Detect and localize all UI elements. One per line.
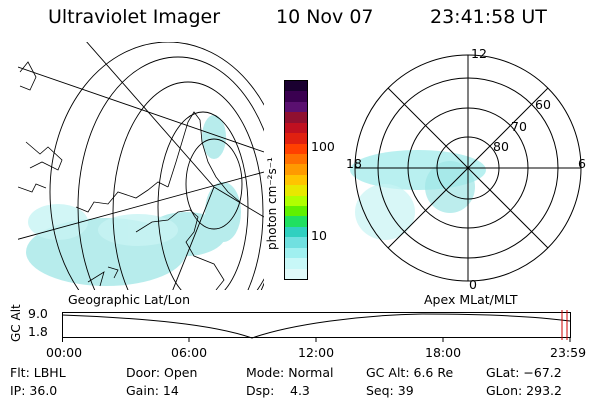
colorbar-band [285, 185, 307, 196]
time-label: 23:41:58 UT [430, 6, 547, 28]
geographic-map [18, 42, 264, 290]
magnetic-polar-panel [340, 42, 600, 292]
status-mode: Mode: Normal [246, 365, 334, 380]
lat-label-70: 70 [511, 119, 527, 134]
altitude-xtick-0000: 00:00 [46, 345, 83, 360]
status-gain: Gain: 14 [126, 383, 179, 398]
status-gcalt: GC Alt: 6.6 Re [366, 365, 454, 380]
status-dsp-label: Dsp: [246, 383, 275, 398]
colorbar-band [285, 112, 307, 123]
altitude-ytick-9: 9.0 [28, 306, 48, 321]
lat-label-80: 80 [493, 139, 509, 154]
colorbar-band [285, 206, 307, 217]
colorbar-band [285, 81, 307, 92]
mlt-label-12: 12 [471, 46, 487, 61]
polar-plot [350, 54, 582, 282]
colorbar-band [285, 216, 307, 227]
mlt-label-6: 6 [578, 156, 586, 171]
colorbar-band [285, 153, 307, 165]
colorbar-band [285, 164, 307, 175]
colorbar-gradient [284, 80, 308, 280]
colorbar-tick-10: 10 [311, 228, 327, 243]
altitude-xtick-1200: 12:00 [298, 345, 335, 360]
instrument-title: Ultraviolet Imager [48, 6, 221, 28]
altitude-xtick-2359: 23:59 [550, 345, 587, 360]
colorbar-band [285, 133, 307, 144]
colorbar-band [285, 258, 307, 269]
mlt-label-18: 18 [346, 156, 362, 171]
colorbar-band [285, 268, 307, 280]
altitude-ylabel: GC Alt [9, 304, 23, 342]
lat-label-60: 60 [535, 97, 551, 112]
colorbar-band [285, 237, 307, 248]
colorbar-band [285, 143, 307, 154]
status-glon: GLon: 293.2 [486, 383, 562, 398]
status-ip: IP: 36.0 [10, 383, 58, 398]
altitude-ytick-1.8: 1.8 [28, 324, 48, 339]
geographic-map-panel [18, 42, 264, 290]
colorbar-band [285, 195, 307, 207]
altitude-xtick-0600: 06:00 [171, 345, 208, 360]
colorbar [284, 80, 308, 280]
colorbar-band [285, 174, 307, 186]
altitude-xtick-1800: 18:00 [425, 345, 462, 360]
right-map-caption: Apex MLat/MLT [424, 292, 518, 307]
colorbar-band [285, 247, 307, 259]
colorbar-unit-label: photon cm⁻²s⁻¹ [265, 157, 279, 250]
date-label: 10 Nov 07 [276, 6, 374, 28]
status-glat: GLat: −67.2 [486, 365, 562, 380]
colorbar-band [285, 91, 307, 102]
colorbar-band [285, 226, 307, 238]
left-map-caption: Geographic Lat/Lon [68, 292, 190, 307]
status-door: Door: Open [126, 365, 198, 380]
colorbar-tick-100: 100 [311, 139, 335, 154]
status-dsp-value: 4.3 [290, 383, 310, 398]
status-seq: Seq: 39 [366, 383, 414, 398]
mlt-label-0: 0 [469, 277, 477, 292]
altitude-plot [61, 306, 572, 342]
colorbar-band [285, 101, 307, 113]
status-flt: Flt: LBHL [10, 365, 66, 380]
altitude-curve [61, 310, 571, 342]
colorbar-band [285, 122, 307, 134]
